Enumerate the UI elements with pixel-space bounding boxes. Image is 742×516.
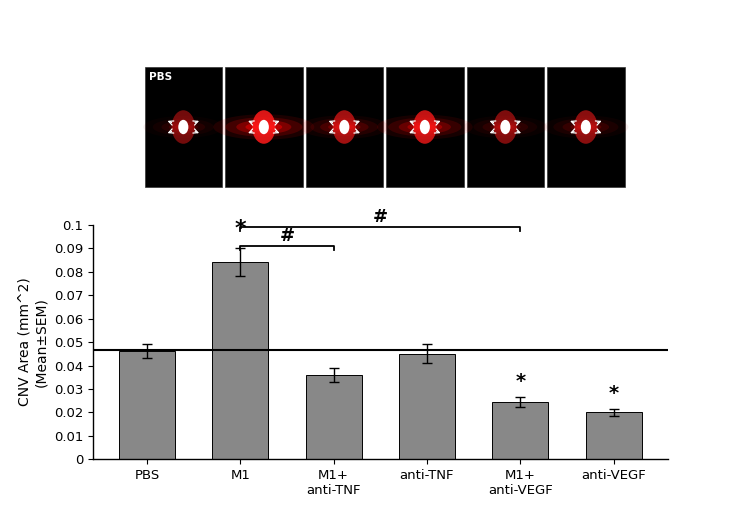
Bar	[492, 402, 548, 459]
Ellipse shape	[377, 115, 473, 139]
Ellipse shape	[178, 120, 188, 134]
Ellipse shape	[143, 116, 223, 138]
Bar	[145, 67, 222, 187]
Ellipse shape	[226, 117, 302, 137]
Ellipse shape	[473, 119, 537, 136]
Ellipse shape	[413, 110, 436, 144]
Ellipse shape	[407, 122, 442, 132]
Ellipse shape	[171, 110, 195, 144]
Bar	[547, 67, 625, 187]
Text: +: +	[340, 122, 349, 132]
Text: +: +	[581, 122, 591, 132]
Ellipse shape	[490, 123, 521, 131]
Ellipse shape	[246, 122, 282, 132]
Ellipse shape	[464, 116, 547, 138]
Text: *: *	[608, 384, 619, 403]
Ellipse shape	[253, 124, 275, 130]
Ellipse shape	[398, 120, 451, 134]
Ellipse shape	[300, 116, 389, 139]
Ellipse shape	[214, 114, 315, 140]
Bar	[585, 412, 642, 459]
Text: PBS: PBS	[149, 72, 172, 82]
Ellipse shape	[153, 119, 214, 135]
Ellipse shape	[174, 125, 192, 130]
Ellipse shape	[328, 123, 361, 131]
Text: +: +	[259, 122, 269, 132]
Ellipse shape	[335, 124, 354, 130]
Text: *: *	[515, 372, 525, 391]
Ellipse shape	[496, 124, 514, 130]
Ellipse shape	[571, 123, 601, 131]
Y-axis label: CNV Area (mm^2)
(Mean±SEM): CNV Area (mm^2) (Mean±SEM)	[18, 278, 48, 407]
Ellipse shape	[562, 121, 609, 133]
Ellipse shape	[581, 120, 591, 134]
Ellipse shape	[577, 124, 595, 130]
Ellipse shape	[162, 121, 205, 133]
Bar	[467, 67, 544, 187]
Ellipse shape	[493, 110, 517, 144]
Bar	[225, 67, 303, 187]
Text: #: #	[279, 227, 295, 245]
Bar	[306, 67, 383, 187]
Ellipse shape	[339, 120, 349, 134]
Ellipse shape	[574, 110, 597, 144]
Ellipse shape	[310, 118, 378, 136]
Bar	[306, 375, 361, 459]
Ellipse shape	[500, 120, 510, 134]
Text: *: *	[234, 219, 246, 239]
Ellipse shape	[236, 120, 292, 134]
Text: +: +	[501, 122, 510, 132]
Ellipse shape	[168, 123, 198, 131]
Ellipse shape	[388, 118, 462, 136]
Bar	[119, 351, 175, 459]
Ellipse shape	[543, 116, 628, 138]
Ellipse shape	[332, 110, 356, 144]
Ellipse shape	[554, 118, 618, 136]
Ellipse shape	[482, 121, 528, 133]
Text: +: +	[420, 122, 430, 132]
Bar	[386, 67, 464, 187]
Text: #: #	[372, 208, 388, 226]
Text: +: +	[179, 122, 188, 132]
Bar	[399, 354, 455, 459]
Ellipse shape	[414, 124, 436, 130]
Ellipse shape	[420, 120, 430, 134]
Bar	[212, 263, 269, 459]
Ellipse shape	[259, 120, 269, 134]
Ellipse shape	[252, 110, 275, 144]
Ellipse shape	[320, 121, 369, 133]
